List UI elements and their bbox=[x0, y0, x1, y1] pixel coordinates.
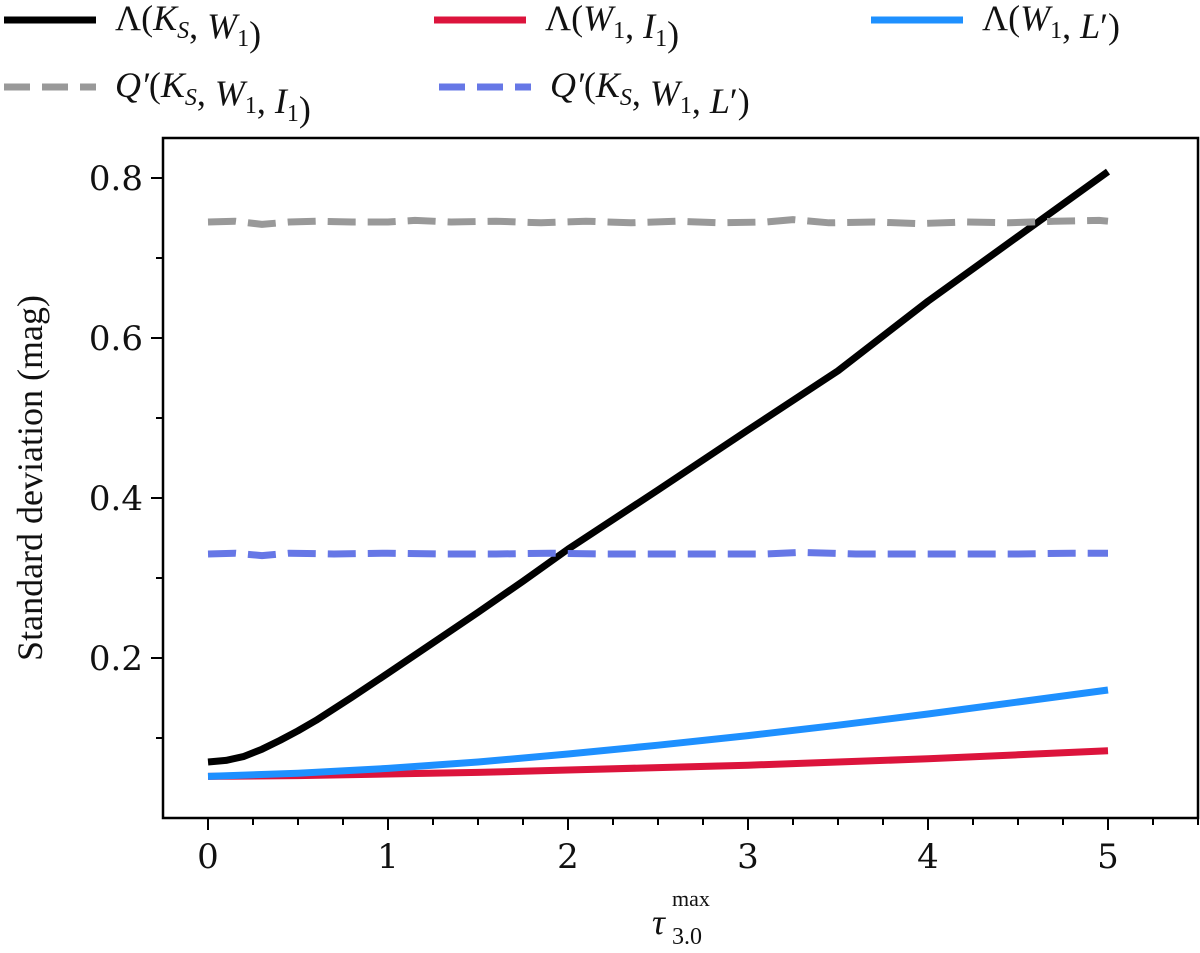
y-tick-label: 0.4 bbox=[89, 479, 143, 519]
legend-item-2: Λ(W1, L′) bbox=[871, 0, 1120, 46]
y-axis-label: Standard deviation (mag) bbox=[10, 295, 50, 661]
legend-item-4: Q′(KS, W1, L′) bbox=[439, 65, 750, 121]
legend-label: Λ(W1, L′) bbox=[982, 0, 1120, 46]
x-axis-label-sub: 3.0 bbox=[672, 924, 702, 950]
x-axis-label-sup: max bbox=[672, 886, 710, 911]
x-tick-label: 2 bbox=[557, 837, 579, 877]
legend: Λ(KS, W1) Λ(W1, I1) Λ(W1, L′) Q′(KS, W1, I1… bbox=[4, 0, 1120, 129]
plot-area: 0.2 0.4 0.6 0.8 0 1 2 3 4 5 bbox=[89, 136, 1200, 877]
x-axis-label-base: τ bbox=[652, 902, 666, 942]
series-group bbox=[207, 168, 1111, 780]
y-tick-label: 0.2 bbox=[89, 639, 143, 679]
series-line-2 bbox=[207, 686, 1109, 780]
x-axis-label: τ max 3.0 bbox=[652, 874, 719, 950]
x-tick-label: 3 bbox=[737, 837, 759, 877]
series-line-4 bbox=[207, 548, 1108, 560]
legend-item-0: Λ(KS, W1) bbox=[4, 0, 261, 54]
legend-item-1: Λ(W1, I1) bbox=[434, 0, 679, 54]
x-tick-label: 1 bbox=[377, 837, 399, 877]
legend-label: Q′(KS, W1, I1) bbox=[115, 65, 311, 129]
y-axis: 0.2 0.4 0.6 0.8 bbox=[89, 159, 163, 739]
x-tick-label: 5 bbox=[1097, 837, 1119, 877]
series-line-0 bbox=[207, 168, 1111, 766]
x-tick-label: 0 bbox=[197, 837, 219, 877]
legend-item-3: Q′(KS, W1, I1) bbox=[4, 65, 311, 129]
series-line-1 bbox=[207, 747, 1109, 780]
x-tick-label: 4 bbox=[917, 837, 939, 877]
legend-label: Q′(KS, W1, L′) bbox=[550, 65, 750, 121]
plot-frame bbox=[161, 136, 1200, 820]
x-axis: 0 1 2 3 4 5 bbox=[197, 818, 1199, 877]
legend-label: Λ(KS, W1) bbox=[115, 0, 261, 54]
y-tick-label: 0.6 bbox=[89, 319, 143, 359]
y-tick-label: 0.8 bbox=[89, 159, 143, 199]
legend-label: Λ(W1, I1) bbox=[545, 0, 679, 54]
series-line-3 bbox=[207, 216, 1109, 228]
